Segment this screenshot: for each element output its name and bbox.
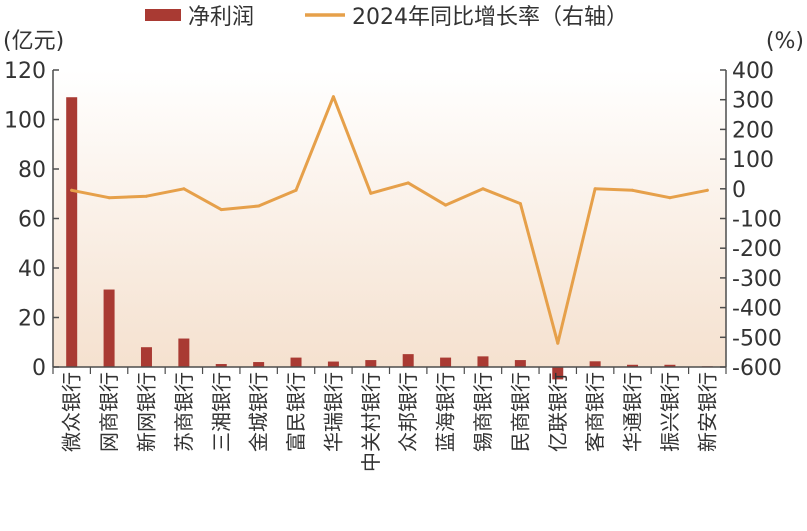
growth-rate-line xyxy=(70,95,709,345)
growth-point-富民银行 xyxy=(294,188,298,192)
category-label: 蓝海银行 xyxy=(434,372,458,452)
growth-point-新安银行 xyxy=(705,188,709,192)
left-tick-label: 20 xyxy=(18,307,46,332)
growth-point-微众银行 xyxy=(70,188,74,192)
growth-point-三湘银行 xyxy=(219,208,223,212)
category-label: 华瑞银行 xyxy=(321,372,345,452)
bar-华通银行 xyxy=(627,364,639,367)
category-label: 富民银行 xyxy=(284,372,308,452)
right-tick-label: 400 xyxy=(732,59,774,84)
bar-华瑞银行 xyxy=(327,361,339,367)
right-tick-label: 0 xyxy=(732,178,746,203)
growth-point-亿联银行 xyxy=(556,341,560,345)
category-label: 华通银行 xyxy=(621,372,645,452)
right-tick-label: -400 xyxy=(732,297,782,322)
category-label: 新网银行 xyxy=(134,372,158,452)
left-tick-label: 100 xyxy=(4,109,46,134)
bar-金城银行 xyxy=(253,362,265,367)
bar-微众银行 xyxy=(66,97,78,367)
growth-point-振兴银行 xyxy=(668,196,672,200)
category-label: 客商银行 xyxy=(583,372,607,452)
legend-swatch-bar xyxy=(145,9,181,21)
growth-point-金城银行 xyxy=(257,204,261,208)
category-label: 金城银行 xyxy=(247,372,271,452)
legend-label-line: 2024年同比增长率（右轴） xyxy=(352,5,628,30)
growth-point-众邦银行 xyxy=(406,181,410,185)
category-label: 三湘银行 xyxy=(209,372,233,452)
category-label: 亿联银行 xyxy=(546,372,570,452)
growth-point-华瑞银行 xyxy=(331,95,335,99)
bar-中关村银行 xyxy=(365,360,377,367)
growth-point-中关村银行 xyxy=(369,191,373,195)
category-label: 振兴银行 xyxy=(658,372,682,452)
bar-苏商银行 xyxy=(178,338,190,367)
category-label: 微众银行 xyxy=(60,372,84,452)
right-tick-label: 100 xyxy=(732,148,774,173)
category-label: 众邦银行 xyxy=(396,372,420,452)
growth-point-网商银行 xyxy=(107,196,111,200)
category-label: 锡商银行 xyxy=(471,372,495,452)
bar-富民银行 xyxy=(290,357,302,367)
growth-point-华通银行 xyxy=(631,188,635,192)
growth-point-民商银行 xyxy=(518,202,522,206)
bar-三湘银行 xyxy=(215,364,227,367)
left-tick-label: 120 xyxy=(4,59,46,84)
right-tick-label: -100 xyxy=(732,208,782,233)
left-tick-label: 0 xyxy=(32,356,46,381)
bar-众邦银行 xyxy=(402,354,414,367)
left-tick-label: 40 xyxy=(18,257,46,282)
bar-蓝海银行 xyxy=(440,357,452,367)
growth-point-客商银行 xyxy=(593,187,597,191)
right-tick-label: 300 xyxy=(732,89,774,114)
left-tick-label: 80 xyxy=(18,158,46,183)
bar-客商银行 xyxy=(589,361,601,367)
right-tick-label: -300 xyxy=(732,267,782,292)
growth-point-蓝海银行 xyxy=(444,203,448,207)
category-label: 网商银行 xyxy=(97,372,121,452)
left-tick-label: 60 xyxy=(18,208,46,233)
growth-point-锡商银行 xyxy=(481,187,485,191)
plot-background xyxy=(53,70,726,367)
category-label: 中关村银行 xyxy=(359,372,383,472)
right-tick-label: -200 xyxy=(732,237,782,262)
bar-亿联银行 xyxy=(552,367,564,380)
right-axis-unit: (%) xyxy=(766,29,804,54)
right-tick-label: -500 xyxy=(732,326,782,351)
growth-point-新网银行 xyxy=(144,194,148,198)
category-label: 苏商银行 xyxy=(172,372,196,452)
bar-民商银行 xyxy=(514,360,526,367)
legend-label-bar: 净利润 xyxy=(188,5,254,30)
bar-新网银行 xyxy=(140,347,152,367)
right-tick-label: -600 xyxy=(732,356,782,381)
bar-网商银行 xyxy=(103,289,115,367)
category-label: 新安银行 xyxy=(695,372,719,452)
bar-振兴银行 xyxy=(664,364,676,367)
category-label: 民商银行 xyxy=(508,372,532,452)
growth-point-苏商银行 xyxy=(182,187,186,191)
right-tick-label: 200 xyxy=(732,118,774,143)
bar-锡商银行 xyxy=(477,356,489,367)
left-axis-unit: (亿元) xyxy=(3,29,64,54)
